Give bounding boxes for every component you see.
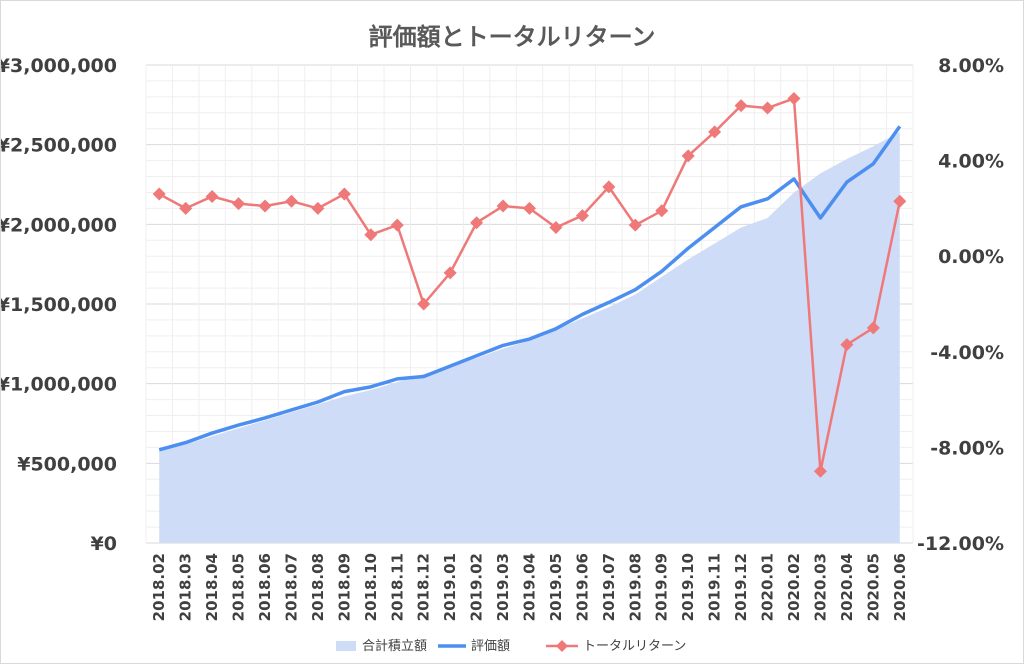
return-marker bbox=[602, 180, 616, 194]
right-tick-label: -4.00% bbox=[930, 342, 1004, 364]
return-marker bbox=[337, 187, 351, 201]
x-tick-label: 2019.07 bbox=[600, 553, 618, 621]
left-tick-label: ¥1,500,000 bbox=[1, 294, 117, 316]
right-tick-label: 4.00% bbox=[938, 151, 1004, 173]
x-tick-label: 2018.11 bbox=[388, 553, 406, 621]
right-tick-label: 0.00% bbox=[938, 246, 1004, 268]
return-marker bbox=[840, 338, 854, 352]
legend-swatch-area bbox=[336, 641, 356, 651]
x-tick-label: 2018.06 bbox=[256, 553, 274, 621]
return-marker bbox=[893, 194, 907, 208]
return-marker bbox=[443, 266, 457, 280]
left-tick-label: ¥2,500,000 bbox=[1, 135, 117, 157]
return-marker bbox=[523, 201, 536, 215]
return-marker bbox=[549, 221, 563, 235]
area-total-contribution bbox=[159, 131, 900, 544]
return-marker bbox=[708, 125, 722, 139]
return-marker bbox=[470, 216, 484, 230]
left-tick-label: ¥0 bbox=[91, 533, 117, 555]
return-marker bbox=[734, 99, 748, 113]
x-tick-label: 2020.06 bbox=[891, 553, 909, 621]
left-tick-label: ¥2,000,000 bbox=[1, 214, 117, 236]
x-tick-label: 2018.03 bbox=[177, 553, 195, 621]
return-marker bbox=[866, 321, 880, 335]
return-marker bbox=[655, 204, 669, 218]
x-tick-label: 2020.02 bbox=[785, 553, 803, 621]
return-marker bbox=[417, 297, 431, 311]
return-marker bbox=[364, 228, 378, 242]
x-tick-label: 2018.05 bbox=[230, 553, 248, 621]
x-tick-label: 2020.01 bbox=[759, 553, 777, 621]
area-series bbox=[159, 131, 900, 544]
return-marker bbox=[258, 199, 272, 213]
x-tick-label: 2020.05 bbox=[864, 553, 882, 621]
x-tick-label: 2019.05 bbox=[547, 553, 565, 621]
right-tick-label: 8.00% bbox=[938, 55, 1004, 77]
right-y-axis: -12.00% -8.00% -4.00% 0.00% 4.00% 8.00% bbox=[917, 55, 1004, 555]
x-tick-label: 2018.09 bbox=[335, 553, 353, 621]
legend: 合計積立額 評価額 トータルリターン bbox=[336, 638, 686, 654]
return-marker bbox=[205, 189, 219, 203]
return-marker bbox=[152, 187, 166, 201]
x-tick-label: 2019.04 bbox=[521, 553, 539, 621]
x-tick-label: 2019.09 bbox=[653, 553, 671, 621]
return-marker bbox=[813, 464, 827, 478]
x-tick-label: 2018.02 bbox=[150, 553, 168, 621]
legend-label: 評価額 bbox=[471, 639, 510, 654]
right-tick-label: -12.00% bbox=[917, 533, 1004, 555]
return-marker bbox=[575, 209, 589, 223]
return-series bbox=[152, 91, 907, 478]
x-axis: 2018.02 2018.03 2018.04 2018.05 2018.06 2018.… bbox=[150, 553, 909, 621]
x-tick-label: 2019.06 bbox=[573, 553, 591, 621]
return-marker bbox=[284, 194, 298, 208]
legend-label: トータルリターン bbox=[583, 639, 686, 654]
x-tick-label: 2019.08 bbox=[626, 553, 644, 621]
return-marker bbox=[311, 201, 325, 215]
chart-title: 評価額とトータルリターン bbox=[369, 23, 656, 51]
return-marker bbox=[179, 201, 193, 215]
x-tick-label: 2020.03 bbox=[811, 553, 829, 621]
x-tick-label: 2019.10 bbox=[679, 553, 697, 621]
x-tick-label: 2018.04 bbox=[203, 553, 221, 621]
return-marker bbox=[787, 91, 801, 105]
left-tick-label: ¥500,000 bbox=[17, 453, 117, 475]
x-tick-label: 2019.11 bbox=[706, 553, 724, 621]
left-tick-label: ¥1,000,000 bbox=[1, 374, 117, 396]
legend-swatch-diamond bbox=[556, 640, 568, 652]
return-marker bbox=[681, 149, 695, 163]
x-tick-label: 2018.08 bbox=[309, 553, 327, 621]
return-marker bbox=[761, 101, 775, 115]
return-marker bbox=[390, 218, 404, 232]
x-tick-label: 2020.04 bbox=[838, 553, 856, 621]
x-tick-label: 2019.02 bbox=[468, 553, 486, 621]
x-tick-label: 2018.10 bbox=[362, 553, 380, 621]
right-tick-label: -8.00% bbox=[930, 437, 1004, 459]
left-tick-label: ¥3,000,000 bbox=[1, 55, 117, 77]
return-marker bbox=[232, 197, 246, 211]
line-series bbox=[158, 125, 902, 452]
x-tick-label: 2019.03 bbox=[494, 553, 512, 621]
x-tick-label: 2019.01 bbox=[441, 553, 459, 621]
legend-label: 合計積立額 bbox=[362, 638, 427, 654]
x-tick-label: 2018.07 bbox=[282, 553, 300, 621]
x-tick-label: 2018.12 bbox=[415, 553, 433, 621]
x-tick-label: 2019.12 bbox=[732, 553, 750, 621]
return-marker bbox=[496, 199, 510, 213]
left-y-axis: ¥0 ¥500,000 ¥1,000,000 ¥1,500,000 ¥2,000,000… bbox=[1, 55, 117, 555]
return-marker bbox=[628, 218, 642, 232]
